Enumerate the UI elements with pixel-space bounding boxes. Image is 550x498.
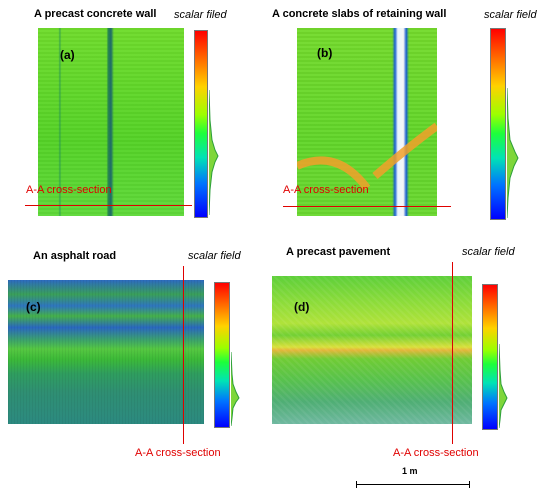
panel-b-section-line <box>283 206 451 207</box>
panel-b-title: A concrete slabs of retaining wall <box>272 8 447 20</box>
panel-b-histogram <box>507 87 519 219</box>
panel-c-section-line <box>183 266 184 444</box>
panel-b-label: (b) <box>317 46 333 60</box>
panel-c-title: An asphalt road <box>33 250 117 262</box>
panel-b-scalar-label: scalar field <box>484 9 537 21</box>
panel-d-label: (d) <box>294 300 310 314</box>
panel-c-histogram <box>231 351 240 427</box>
panel-c-label: (c) <box>26 300 41 314</box>
scale-bar-label: 1 m <box>402 466 418 476</box>
panel-c-scalar-label: scalar field <box>188 250 241 262</box>
scale-bar <box>356 481 470 488</box>
panel-c-section-label: A-A cross-section <box>135 447 221 459</box>
panel-a-label: (a) <box>60 48 75 62</box>
panel-d-scalar-label: scalar field <box>462 246 515 258</box>
panel-d-title: A precast pavement <box>286 246 391 258</box>
panel-b-orange-band <box>297 122 437 191</box>
panel-a-histogram <box>209 89 219 216</box>
panel-a-section-line <box>25 205 192 206</box>
panel-d-section-line <box>452 262 453 444</box>
panel-a-section-label: A-A cross-section <box>26 184 112 196</box>
panel-b-image: (b) <box>297 28 437 216</box>
panel-b-section-label: A-A cross-section <box>283 184 369 196</box>
panel-c-image: (c) <box>8 280 204 424</box>
panel-c-colorbar <box>214 282 230 428</box>
panel-d-image: (d) <box>272 276 472 424</box>
panel-a-image: (a) <box>38 28 184 216</box>
panel-d-histogram <box>499 343 508 429</box>
panel-d-colorbar <box>482 284 498 430</box>
panel-a-colorbar <box>194 30 208 218</box>
panel-d-section-label: A-A cross-section <box>393 447 479 459</box>
panel-b-colorbar <box>490 28 506 220</box>
panel-a-scalar-label: scalar filed <box>174 9 227 21</box>
panel-a-title: A precast concrete wall <box>34 8 157 20</box>
